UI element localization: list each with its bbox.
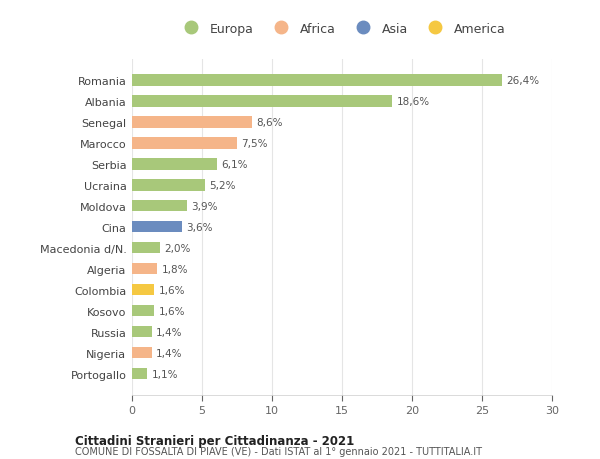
Bar [132, 159, 217, 170]
Bar [132, 96, 392, 107]
Text: 7,5%: 7,5% [241, 139, 268, 148]
Text: 26,4%: 26,4% [506, 76, 539, 86]
Text: Cittadini Stranieri per Cittadinanza - 2021: Cittadini Stranieri per Cittadinanza - 2… [75, 434, 354, 447]
Text: 1,8%: 1,8% [161, 264, 188, 274]
Legend: Europa, Africa, Asia, America: Europa, Africa, Asia, America [175, 19, 509, 39]
Text: 18,6%: 18,6% [397, 96, 430, 106]
Text: COMUNE DI FOSSALTA DI PIAVE (VE) - Dati ISTAT al 1° gennaio 2021 - TUTTITALIA.IT: COMUNE DI FOSSALTA DI PIAVE (VE) - Dati … [75, 446, 482, 456]
Text: 2,0%: 2,0% [164, 243, 191, 253]
Bar [132, 284, 154, 296]
Bar [132, 117, 253, 128]
Text: 3,6%: 3,6% [187, 222, 213, 232]
Text: 6,1%: 6,1% [221, 159, 248, 169]
Text: 1,6%: 1,6% [158, 306, 185, 316]
Text: 3,9%: 3,9% [191, 202, 217, 211]
Bar [132, 179, 205, 191]
Text: 1,4%: 1,4% [156, 348, 182, 358]
Bar [132, 368, 148, 380]
Bar [132, 221, 182, 233]
Bar [132, 305, 154, 317]
Bar [132, 75, 502, 86]
Bar [132, 326, 152, 338]
Bar [132, 242, 160, 254]
Bar [132, 263, 157, 275]
Text: 1,6%: 1,6% [158, 285, 185, 295]
Text: 1,4%: 1,4% [156, 327, 182, 337]
Bar [132, 138, 237, 149]
Text: 5,2%: 5,2% [209, 180, 235, 190]
Text: 1,1%: 1,1% [152, 369, 178, 379]
Bar [132, 347, 152, 358]
Bar [132, 201, 187, 212]
Text: 8,6%: 8,6% [257, 118, 283, 128]
